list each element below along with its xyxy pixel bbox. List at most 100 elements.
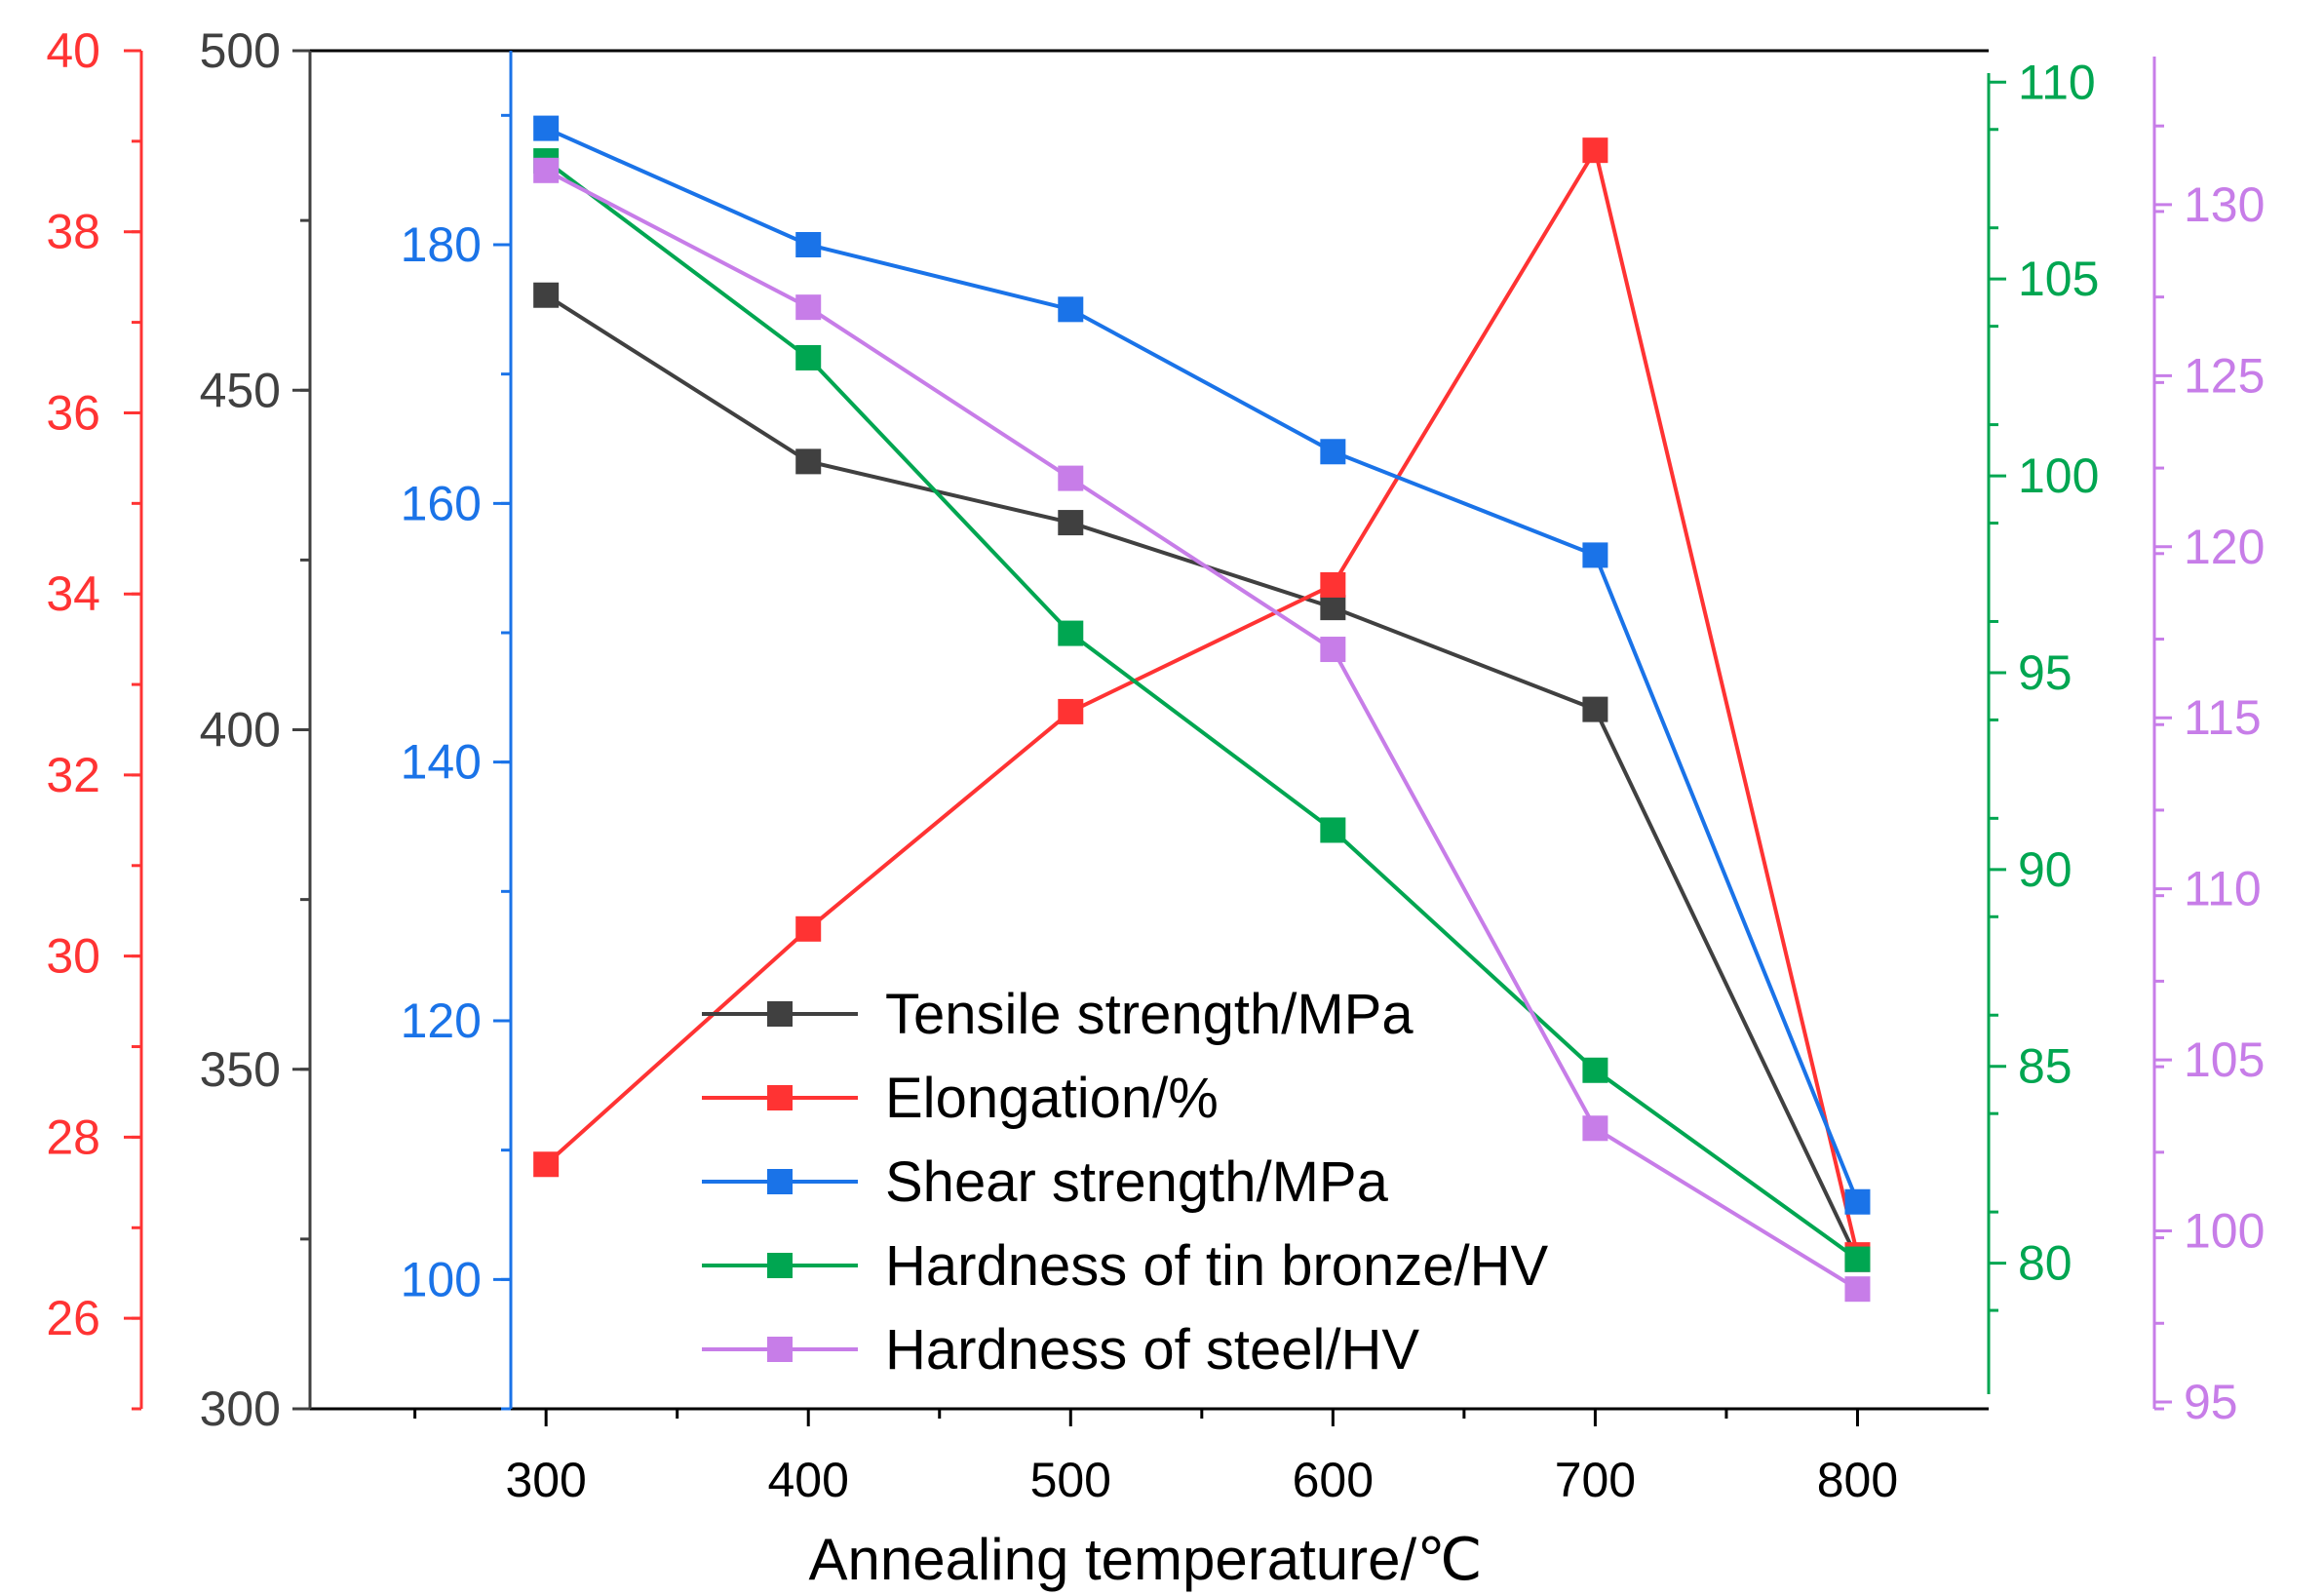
y-tick-label-hard_steel: 110: [2184, 862, 2262, 916]
y-tick-label-shear: 180: [401, 217, 482, 272]
data-point: [1582, 542, 1608, 568]
y-tick-label-hard_steel: 125: [2184, 348, 2265, 403]
y-tick-label-elong: 34: [46, 566, 100, 621]
data-point: [1582, 1057, 1608, 1083]
legend-swatch-marker: [767, 1085, 793, 1110]
y-tick-label-shear: 100: [401, 1252, 482, 1306]
y-tick-label-hard_steel: 100: [2184, 1204, 2265, 1259]
data-point: [1320, 439, 1346, 465]
y-tick-label-elong: 38: [46, 205, 100, 259]
y-tick-label-hard_steel: 130: [2184, 177, 2265, 232]
data-point: [1058, 620, 1084, 646]
y-tick-label-hard_tin: 110: [2018, 55, 2096, 109]
y-tick-label-elong: 40: [46, 23, 100, 78]
y-tick-label-shear: 160: [401, 476, 482, 530]
axes: 300 400 500 600 700 800 300 350 400 450 500 26 28 30 3…: [46, 23, 2265, 1507]
data-point: [533, 282, 560, 308]
y-axis-elong: 26 28 30 32 34 36 38 40: [46, 23, 143, 1411]
data-point: [795, 294, 822, 321]
legend-item: Hardness of tin bronze/HV: [702, 1234, 1549, 1298]
x-tick-label: 500: [1030, 1453, 1111, 1507]
series-line: [544, 159, 1859, 1262]
legend-item: Elongation/%: [702, 1067, 1219, 1130]
x-tick-label: 800: [1817, 1453, 1898, 1507]
legend-label: Hardness of steel/HV: [885, 1318, 1419, 1382]
y-tick-label-tensile: 500: [200, 23, 281, 78]
data-point: [1058, 698, 1084, 724]
data-point: [795, 232, 822, 257]
data-point: [1058, 510, 1084, 536]
y-tick-label-elong: 32: [46, 748, 100, 802]
legend-swatch-marker: [767, 1001, 793, 1027]
y-tick-label-tensile: 400: [200, 703, 281, 758]
y-tick-label-hard_tin: 95: [2018, 645, 2072, 700]
y-axis-tensile: 300 350 400 450 500: [200, 23, 312, 1436]
data-point: [1320, 817, 1346, 843]
y-tick-label-hard_steel: 115: [2184, 690, 2262, 745]
y-tick-label-shear: 120: [401, 993, 482, 1048]
legend-label: Elongation/%: [885, 1067, 1219, 1130]
legend-label: Tensile strength/MPa: [885, 983, 1414, 1046]
series-line: [545, 126, 1860, 1203]
legend-item: Shear strength/MPa: [702, 1150, 1389, 1214]
legend-label: Hardness of tin bronze/HV: [885, 1234, 1549, 1298]
data-point: [1582, 696, 1608, 722]
y-tick-label-shear: 140: [401, 735, 482, 790]
data-point: [795, 915, 822, 942]
data-point: [795, 448, 822, 475]
y-tick-label-hard_steel: 120: [2184, 520, 2265, 574]
legend-item: Hardness of steel/HV: [702, 1318, 1419, 1382]
data-point: [1582, 137, 1608, 164]
data-point: [1844, 1246, 1871, 1272]
y-tick-label-hard_tin: 85: [2018, 1039, 2072, 1094]
y-tick-label-tensile: 300: [200, 1382, 281, 1436]
y-tick-label-hard_tin: 100: [2018, 448, 2099, 503]
data-point: [795, 344, 822, 370]
y-tick-label-elong: 36: [46, 385, 100, 440]
plot-frame: [310, 49, 1989, 1411]
y-tick-label-elong: 26: [46, 1291, 100, 1345]
legend-swatch-marker: [767, 1169, 793, 1194]
x-tick-label: 300: [505, 1453, 586, 1507]
y-tick-label-hard_steel: 95: [2184, 1375, 2238, 1429]
data-point: [533, 1151, 560, 1178]
y-tick-label-hard_tin: 80: [2018, 1236, 2072, 1291]
y-tick-label-elong: 30: [46, 929, 100, 984]
series-line: [545, 169, 1859, 1291]
x-tick-label: 400: [768, 1453, 849, 1507]
data-point: [1844, 1188, 1871, 1215]
legend-item: Tensile strength/MPa: [702, 983, 1414, 1046]
series-2: [533, 115, 1871, 1215]
data-point: [1582, 1115, 1608, 1142]
legend-swatch-marker: [767, 1337, 793, 1362]
series-4: [533, 157, 1871, 1303]
y-tick-label-tensile: 350: [200, 1042, 281, 1097]
data-point: [1320, 595, 1346, 621]
data-point: [533, 157, 560, 183]
y-axis-hard_steel: 95 100 105 110 115 120 125 130: [2152, 57, 2265, 1429]
data-point: [533, 115, 560, 141]
y-axis-hard_tin: 80 85 90 95 100 105 110: [1987, 55, 2099, 1394]
x-axis-label: Annealing temperature/℃: [808, 1527, 1482, 1592]
series-line: [544, 144, 1860, 1256]
series-3: [533, 148, 1871, 1272]
legend: Tensile strength/MPa Elongation/% Shear st…: [702, 983, 1549, 1382]
y-tick-label-hard_tin: 105: [2018, 252, 2099, 306]
y-tick-label-hard_tin: 90: [2018, 842, 2072, 897]
y-tick-label-tensile: 450: [200, 363, 281, 417]
y-tick-label-elong: 28: [46, 1109, 100, 1164]
legend-swatch-marker: [767, 1253, 793, 1278]
data-point: [1058, 296, 1084, 323]
x-tick-label: 700: [1555, 1453, 1636, 1507]
y-axis-shear: 100 120 140 160 180: [401, 51, 513, 1411]
data-point: [1058, 465, 1084, 491]
data-point: [1320, 637, 1346, 663]
data-point: [1844, 1276, 1871, 1303]
y-tick-label-hard_steel: 105: [2184, 1032, 2265, 1087]
data-point: [1320, 571, 1346, 598]
legend-label: Shear strength/MPa: [885, 1150, 1389, 1214]
x-tick-label: 600: [1293, 1453, 1374, 1507]
series-group: [533, 115, 1871, 1303]
